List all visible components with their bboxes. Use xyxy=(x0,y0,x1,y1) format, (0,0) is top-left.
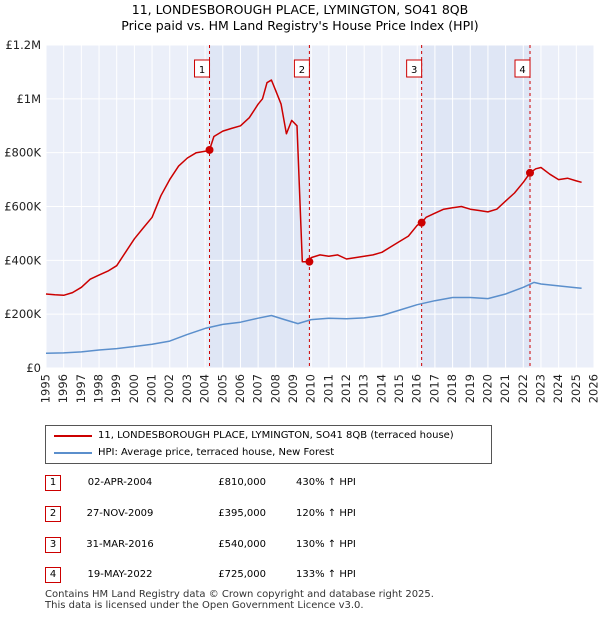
hpi-line xyxy=(45,281,582,354)
x-tick-label: 1995 xyxy=(39,374,53,403)
table-row: 4 19-MAY-2022 £725,000 133% ↑ HPI xyxy=(0,567,600,587)
transaction-point xyxy=(417,218,426,227)
transaction-label: 2 xyxy=(299,65,305,76)
x-tick-label: 2015 xyxy=(392,374,406,403)
transaction-price: £810,000 xyxy=(218,477,266,488)
x-tick-label: 2020 xyxy=(480,374,494,403)
transaction-label: 4 xyxy=(519,65,525,76)
transaction-date: 02-APR-2004 xyxy=(87,477,153,488)
x-tick-label: 2024 xyxy=(551,374,565,403)
transaction-label: 3 xyxy=(411,65,417,76)
legend-property-swatch xyxy=(54,435,92,437)
chart-title: 11, LONDESBOROUGH PLACE, LYMINGTON, SO41… xyxy=(131,2,469,17)
transaction-price: £395,000 xyxy=(218,508,266,519)
transaction-point xyxy=(526,168,535,177)
y-tick-label: £600K xyxy=(4,200,41,214)
footer-line-1: Contains HM Land Registry data © Crown c… xyxy=(45,589,434,600)
table-row: 3 31-MAR-2016 £540,000 130% ↑ HPI xyxy=(0,537,600,557)
x-tick-label: 1997 xyxy=(74,374,88,403)
y-tick-label: £400K xyxy=(4,253,41,267)
x-tick-label: 2016 xyxy=(410,374,424,403)
transaction-number: 2 xyxy=(45,506,61,522)
legend-hpi-label: HPI: Average price, terraced house, New … xyxy=(98,447,335,458)
x-tick-label: 1999 xyxy=(109,374,123,403)
transaction-price: £725,000 xyxy=(218,569,266,580)
footer-attribution: Contains HM Land Registry data © Crown c… xyxy=(45,589,434,611)
transaction-label: 1 xyxy=(199,65,205,76)
legend-property-label: 11, LONDESBOROUGH PLACE, LYMINGTON, SO41… xyxy=(98,430,454,441)
legend-hpi-swatch xyxy=(54,452,92,454)
y-tick-label: £200K xyxy=(4,307,41,321)
x-tick-label: 2010 xyxy=(304,374,318,403)
x-tick-label: 2003 xyxy=(180,374,194,403)
x-tick-label: 1996 xyxy=(56,374,70,403)
transaction-label-box xyxy=(406,59,423,78)
table-row: 2 27-NOV-2009 £395,000 120% ↑ HPI xyxy=(0,506,600,526)
transaction-point xyxy=(305,257,314,266)
x-tick-label: 2006 xyxy=(233,374,247,403)
price-chart: £0 £200K £400K £600K £800K £1M £1.2M 1995 1996 19… xyxy=(4,38,600,403)
x-tick-label: 2019 xyxy=(463,374,477,403)
transaction-number: 4 xyxy=(45,567,61,583)
x-tick-label: 2002 xyxy=(162,374,176,403)
y-tick-label: £800K xyxy=(4,146,41,160)
chart-legend: 11, LONDESBOROUGH PLACE, LYMINGTON, SO41… xyxy=(45,425,492,464)
x-tick-label: 2011 xyxy=(321,374,335,403)
transaction-date: 27-NOV-2009 xyxy=(86,508,154,519)
y-tick-label: £1M xyxy=(16,92,41,106)
transaction-number: 3 xyxy=(45,537,61,553)
transaction-date: 31-MAR-2016 xyxy=(86,539,154,550)
x-tick-label: 2025 xyxy=(569,374,583,403)
x-tick-label: 2008 xyxy=(268,374,282,403)
x-tick-label: 2004 xyxy=(198,374,212,403)
transaction-price: £540,000 xyxy=(218,539,266,550)
transaction-point xyxy=(205,145,214,154)
x-tick-label: 2017 xyxy=(427,374,441,403)
x-tick-label: 2018 xyxy=(445,374,459,403)
x-tick-label: 2022 xyxy=(516,374,530,403)
x-tick-label: 2023 xyxy=(533,374,547,403)
x-tick-label: 2014 xyxy=(374,374,388,403)
y-tick-label: £1.2M xyxy=(5,38,41,52)
footer-line-2: This data is licensed under the Open Gov… xyxy=(45,600,364,611)
x-tick-label: 2009 xyxy=(286,374,300,403)
x-tick-label: 2001 xyxy=(145,374,159,403)
transaction-hpi: 120% ↑ HPI xyxy=(296,508,356,519)
x-tick-label: 1998 xyxy=(92,374,106,403)
chart-subtitle: Price paid vs. HM Land Registry's House … xyxy=(121,18,479,33)
x-tick-label: 2005 xyxy=(215,374,229,403)
y-tick-label: £0 xyxy=(26,361,41,375)
transaction-number: 1 xyxy=(45,475,61,491)
transaction-hpi: 430% ↑ HPI xyxy=(296,477,356,488)
x-tick-label: 2012 xyxy=(339,374,353,403)
transaction-label-box xyxy=(293,59,310,78)
x-tick-label: 2007 xyxy=(251,374,265,403)
transaction-date: 19-MAY-2022 xyxy=(87,569,153,580)
transaction-hpi: 130% ↑ HPI xyxy=(296,539,356,550)
transaction-label-box xyxy=(194,59,211,78)
x-tick-label: 2000 xyxy=(127,374,141,403)
x-tick-label: 2021 xyxy=(498,374,512,403)
transaction-label-box xyxy=(514,59,531,78)
transaction-hpi: 133% ↑ HPI xyxy=(296,569,356,580)
table-row: 1 02-APR-2004 £810,000 430% ↑ HPI xyxy=(0,475,600,495)
x-tick-label: 2013 xyxy=(357,374,371,403)
x-tick-label: 2026 xyxy=(587,374,600,403)
